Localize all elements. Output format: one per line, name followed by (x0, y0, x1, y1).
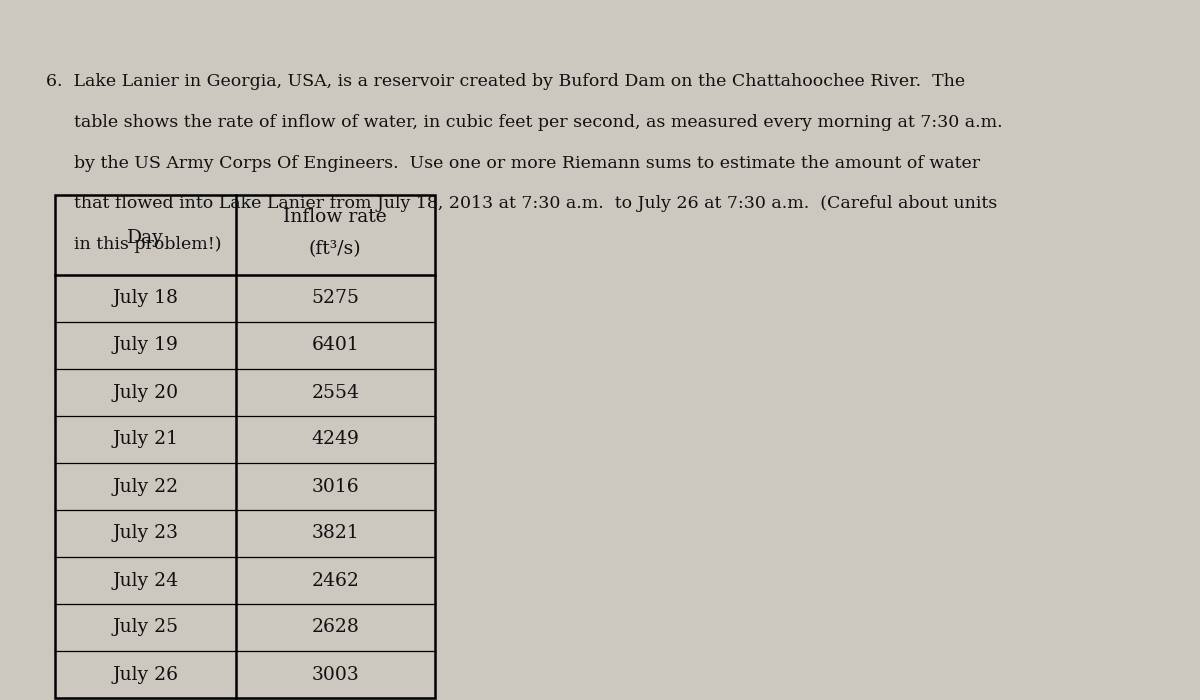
Text: 2462: 2462 (311, 571, 359, 589)
Text: 4249: 4249 (311, 430, 359, 449)
Text: July 26: July 26 (113, 666, 179, 683)
Text: that flowed into Lake Lanier from July 18, 2013 at 7:30 a.m.  to July 26 at 7:30: that flowed into Lake Lanier from July 1… (74, 195, 997, 212)
Text: July 18: July 18 (113, 290, 179, 307)
Text: 6401: 6401 (311, 337, 359, 354)
Text: 3016: 3016 (312, 477, 359, 496)
Text: 3821: 3821 (311, 524, 359, 542)
Text: 6.  Lake Lanier in Georgia, USA, is a reservoir created by Buford Dam on the Cha: 6. Lake Lanier in Georgia, USA, is a res… (46, 74, 965, 90)
Text: July 24: July 24 (112, 571, 179, 589)
Text: (ft³/s): (ft³/s) (308, 240, 361, 258)
Text: Day: Day (127, 229, 163, 247)
Text: July 20: July 20 (112, 384, 179, 402)
Text: 2628: 2628 (311, 619, 359, 636)
Text: July 23: July 23 (113, 524, 179, 542)
Text: in this problem!): in this problem!) (74, 236, 222, 253)
Text: Inflow rate: Inflow rate (283, 209, 388, 226)
Text: by the US Army Corps Of Engineers.  Use one or more Riemann sums to estimate the: by the US Army Corps Of Engineers. Use o… (74, 155, 980, 172)
Text: 3003: 3003 (311, 666, 359, 683)
Text: 5275: 5275 (311, 290, 359, 307)
Text: July 25: July 25 (112, 619, 179, 636)
Text: July 19: July 19 (113, 337, 178, 354)
Text: July 22: July 22 (112, 477, 179, 496)
Text: table shows the rate of inflow of water, in cubic feet per second, as measured e: table shows the rate of inflow of water,… (74, 114, 1003, 131)
Text: July 21: July 21 (113, 430, 179, 449)
Text: 2554: 2554 (311, 384, 359, 402)
